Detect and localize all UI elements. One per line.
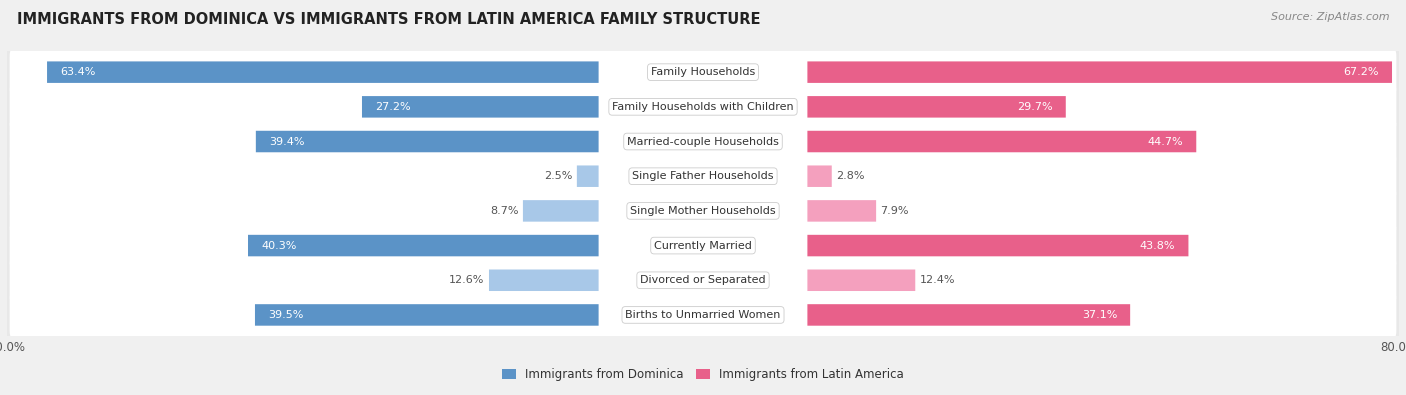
Text: 63.4%: 63.4% [60,67,96,77]
FancyBboxPatch shape [10,154,1396,198]
FancyBboxPatch shape [489,269,599,291]
FancyBboxPatch shape [10,85,1396,129]
Text: 67.2%: 67.2% [1344,67,1379,77]
FancyBboxPatch shape [6,253,1400,307]
FancyBboxPatch shape [576,166,599,187]
Text: Single Father Households: Single Father Households [633,171,773,181]
Text: Married-couple Households: Married-couple Households [627,137,779,147]
Text: Currently Married: Currently Married [654,241,752,250]
FancyBboxPatch shape [6,149,1400,203]
FancyBboxPatch shape [807,61,1392,83]
FancyBboxPatch shape [10,119,1396,164]
FancyBboxPatch shape [6,288,1400,342]
Text: Divorced or Separated: Divorced or Separated [640,275,766,285]
Legend: Immigrants from Dominica, Immigrants from Latin America: Immigrants from Dominica, Immigrants fro… [502,368,904,381]
FancyBboxPatch shape [256,131,599,152]
Text: 39.4%: 39.4% [269,137,304,147]
FancyBboxPatch shape [6,115,1400,169]
FancyBboxPatch shape [247,235,599,256]
FancyBboxPatch shape [10,224,1396,268]
FancyBboxPatch shape [6,45,1400,99]
FancyBboxPatch shape [807,131,1197,152]
Text: 2.8%: 2.8% [837,171,865,181]
Text: Family Households: Family Households [651,67,755,77]
Text: Births to Unmarried Women: Births to Unmarried Women [626,310,780,320]
FancyBboxPatch shape [254,304,599,326]
Text: Family Households with Children: Family Households with Children [612,102,794,112]
Text: 12.6%: 12.6% [450,275,485,285]
Text: 29.7%: 29.7% [1017,102,1053,112]
FancyBboxPatch shape [807,304,1130,326]
FancyBboxPatch shape [6,80,1400,134]
Text: 27.2%: 27.2% [375,102,411,112]
FancyBboxPatch shape [807,166,832,187]
FancyBboxPatch shape [10,258,1396,303]
Text: 37.1%: 37.1% [1081,310,1118,320]
FancyBboxPatch shape [807,200,876,222]
FancyBboxPatch shape [807,269,915,291]
Text: 44.7%: 44.7% [1147,137,1184,147]
Text: 12.4%: 12.4% [920,275,955,285]
Text: 8.7%: 8.7% [491,206,519,216]
Text: Source: ZipAtlas.com: Source: ZipAtlas.com [1271,12,1389,22]
FancyBboxPatch shape [46,61,599,83]
FancyBboxPatch shape [361,96,599,118]
FancyBboxPatch shape [10,189,1396,233]
Text: IMMIGRANTS FROM DOMINICA VS IMMIGRANTS FROM LATIN AMERICA FAMILY STRUCTURE: IMMIGRANTS FROM DOMINICA VS IMMIGRANTS F… [17,12,761,27]
FancyBboxPatch shape [6,218,1400,273]
Text: 43.8%: 43.8% [1140,241,1175,250]
FancyBboxPatch shape [807,235,1188,256]
Text: 7.9%: 7.9% [880,206,908,216]
FancyBboxPatch shape [6,184,1400,238]
FancyBboxPatch shape [10,50,1396,94]
Text: 40.3%: 40.3% [262,241,297,250]
FancyBboxPatch shape [10,293,1396,337]
Text: Single Mother Households: Single Mother Households [630,206,776,216]
Text: 2.5%: 2.5% [544,171,572,181]
FancyBboxPatch shape [523,200,599,222]
Text: 39.5%: 39.5% [269,310,304,320]
FancyBboxPatch shape [807,96,1066,118]
